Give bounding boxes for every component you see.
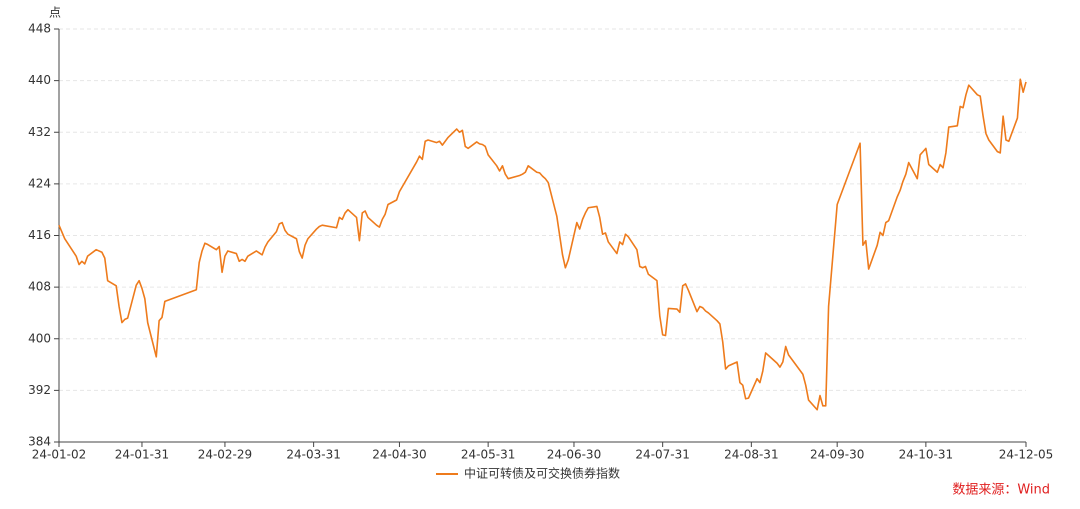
x-tick-label: 24-08-31 bbox=[724, 448, 778, 462]
y-axis-unit: 点 bbox=[49, 6, 61, 20]
x-tick-label: 24-09-30 bbox=[810, 448, 864, 462]
x-tick-label: 24-01-31 bbox=[115, 448, 169, 462]
legend-label: 中证可转债及可交换债券指数 bbox=[464, 466, 620, 481]
y-tick-label: 440 bbox=[28, 73, 51, 87]
y-tick-label: 384 bbox=[28, 435, 51, 449]
x-tick-label: 24-12-05 bbox=[999, 448, 1053, 462]
y-tick-label: 448 bbox=[28, 22, 51, 36]
y-tick-label: 432 bbox=[28, 125, 51, 139]
x-tick-label: 24-01-02 bbox=[32, 448, 86, 462]
y-tick-label: 416 bbox=[28, 228, 51, 242]
y-tick-label: 408 bbox=[28, 280, 51, 294]
x-tick-label: 24-10-31 bbox=[899, 448, 953, 462]
y-tick-label: 392 bbox=[28, 383, 51, 397]
x-tick-label: 24-06-30 bbox=[547, 448, 601, 462]
x-tick-label: 24-04-30 bbox=[372, 448, 426, 462]
y-tick-label: 424 bbox=[28, 176, 51, 190]
x-tick-label: 24-03-31 bbox=[286, 448, 340, 462]
series-line bbox=[58, 78, 1027, 411]
y-tick-label: 400 bbox=[28, 331, 51, 345]
source-note: 数据来源：Wind bbox=[952, 483, 1050, 498]
x-tick-label: 24-07-31 bbox=[635, 448, 689, 462]
x-tick-label: 24-02-29 bbox=[198, 448, 252, 462]
x-tick-label: 24-05-31 bbox=[461, 448, 515, 462]
